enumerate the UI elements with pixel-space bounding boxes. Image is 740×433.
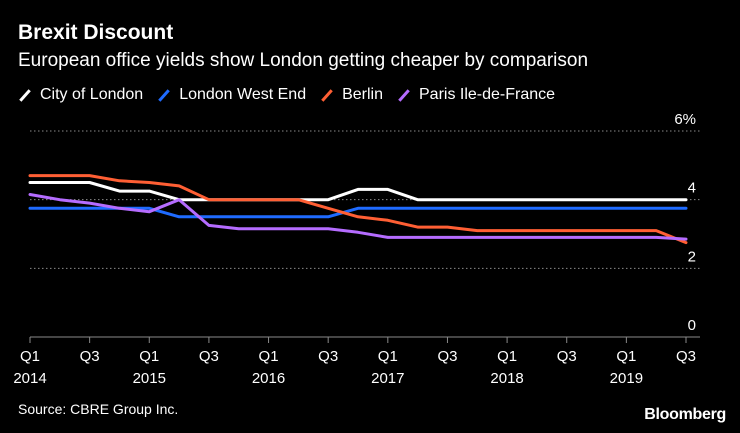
x-tick-label-q3-18: Q3	[557, 348, 577, 365]
x-year-label-2017: 2017	[371, 370, 404, 387]
x-tick-label-q3-22: Q3	[676, 348, 696, 365]
bloomberg-logo: Bloomberg	[644, 406, 726, 423]
legend-label-berlin: Berlin	[342, 86, 383, 103]
x-year-label-2016: 2016	[252, 370, 285, 387]
legend-label-city-of-london: City of London	[40, 86, 144, 103]
x-tick-label-q1-20: Q1	[616, 348, 636, 365]
series-line-city-of-london	[28, 181, 688, 202]
x-tick-label-q1-0: Q1	[20, 348, 40, 365]
y-tick-label-2: 2	[688, 248, 696, 265]
x-tick-label-q1-16: Q1	[497, 348, 517, 365]
y-tick-label-0: 0	[688, 317, 696, 334]
x-tick-label-q3-14: Q3	[437, 348, 457, 365]
x-year-label-2018: 2018	[490, 370, 523, 387]
legend-item-paris: Paris Ile-de-France	[397, 87, 555, 103]
y-tick-label-4: 4	[688, 180, 696, 197]
series-line-paris-ile-de-france	[28, 193, 688, 241]
legend-label-london-west-end: London West End	[179, 86, 307, 103]
legend-item-london-west-end: London West End	[157, 87, 306, 103]
legend-item-city-of-london: City of London	[18, 87, 143, 103]
legend-item-berlin: Berlin	[320, 87, 383, 103]
x-tick-label-q3-6: Q3	[199, 348, 219, 365]
chart-subtitle: European office yields show London getti…	[18, 50, 589, 71]
x-year-label-2014: 2014	[13, 370, 46, 387]
legend-label-paris: Paris Ile-de-France	[419, 86, 556, 103]
x-tick-label-q3-2: Q3	[80, 348, 100, 365]
x-tick-label-q1-4: Q1	[139, 348, 159, 365]
chart-title: Brexit Discount	[18, 21, 174, 44]
x-tick-label-q3-10: Q3	[318, 348, 338, 365]
series-line-london-west-end	[28, 206, 688, 219]
legend: City of London London West End Berlin Pa…	[18, 87, 569, 103]
x-tick-label-q1-8: Q1	[259, 348, 279, 365]
series-line-berlin	[28, 174, 688, 245]
x-year-label-2015: 2015	[133, 370, 166, 387]
source-note: Source: CBRE Group Inc.	[18, 401, 179, 417]
x-year-label-2019: 2019	[610, 370, 643, 387]
x-tick-label-q1-12: Q1	[378, 348, 398, 365]
y-tick-label-6: 6%	[674, 111, 696, 128]
